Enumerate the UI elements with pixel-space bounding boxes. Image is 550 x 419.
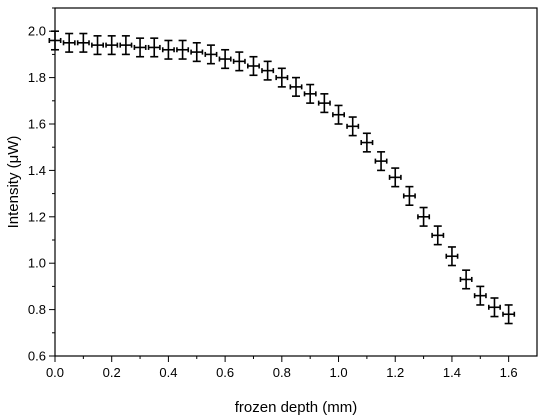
data-point [303, 83, 317, 104]
data-point [445, 246, 459, 267]
data-point [360, 132, 374, 153]
data-point [402, 185, 416, 206]
data-point [119, 35, 133, 56]
plot-frame [54, 7, 538, 357]
data-point [502, 304, 516, 325]
data-point [62, 32, 76, 53]
y-tick-label: 0.8 [28, 302, 46, 317]
y-tick-label: 1.8 [28, 70, 46, 85]
data-point [147, 37, 161, 58]
x-tick-label: 0.8 [273, 365, 291, 380]
data-point [275, 67, 289, 88]
data-point [459, 269, 473, 290]
data-point [218, 48, 232, 70]
data-point [317, 93, 331, 114]
data-point [374, 151, 388, 172]
y-tick-label: 1.2 [28, 209, 46, 224]
x-tick-label: 1.0 [329, 365, 347, 380]
data-point [204, 44, 218, 65]
data-points [48, 30, 516, 325]
x-tick-label: 1.2 [386, 365, 404, 380]
data-point [161, 39, 175, 60]
y-axis-tick-labels: 0.6 0.8 1.0 1.2 1.4 1.6 1.8 2.0 [28, 24, 46, 364]
y-tick-label: 1.4 [28, 163, 46, 178]
data-point [91, 35, 104, 56]
data-point [417, 206, 431, 227]
data-point [332, 104, 346, 125]
data-point [48, 30, 62, 51]
y-tick-label: 0.6 [28, 349, 46, 364]
y-axis-ticks [49, 7, 55, 357]
data-point [232, 51, 246, 72]
data-point [261, 60, 275, 81]
x-tick-label: 1.4 [443, 365, 461, 380]
x-axis-tick-labels: 0.0 0.2 0.4 0.6 0.8 1.0 1.2 1.4 1.6 [46, 365, 518, 380]
y-tick-label: 1.6 [28, 117, 46, 132]
x-tick-label: 0.4 [159, 365, 177, 380]
data-point [247, 55, 260, 77]
data-point [176, 39, 190, 60]
data-point [388, 167, 402, 188]
data-point [133, 37, 147, 58]
data-point [473, 285, 487, 306]
data-point [76, 32, 90, 53]
data-point [289, 76, 303, 97]
x-tick-label: 0.0 [46, 365, 64, 380]
x-tick-label: 1.6 [500, 365, 518, 380]
x-axis-title: frozen depth (mm) [235, 399, 358, 416]
x-tick-label: 0.2 [103, 365, 121, 380]
data-point [346, 116, 360, 137]
y-axis-title: Intensity (μW) [5, 136, 22, 229]
y-tick-label: 1.0 [28, 256, 46, 271]
data-point [190, 41, 204, 63]
data-point [105, 35, 119, 56]
data-point [487, 297, 501, 318]
data-point [431, 225, 445, 246]
x-axis-ticks [54, 356, 510, 362]
y-tick-label: 2.0 [28, 24, 46, 39]
x-tick-label: 0.6 [216, 365, 234, 380]
